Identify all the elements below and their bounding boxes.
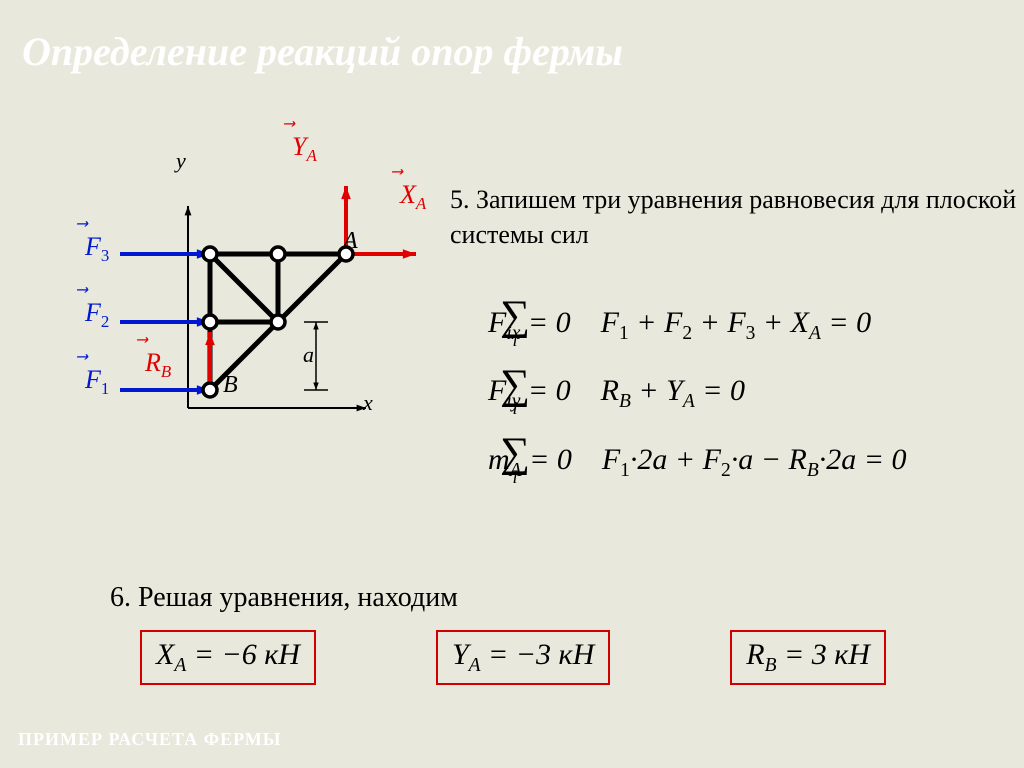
eq-fy: ∑i Fiy = 0 RB + YA = 0	[430, 369, 907, 420]
dim-a-label: a	[303, 342, 314, 368]
rb-label: ⃗RB	[145, 348, 171, 382]
truss-diagram: y x A B a ⃗F1 ⃗F2 ⃗F3 ⃗RB ⃗YA ⃗XA	[40, 120, 440, 420]
f2-label: ⃗F2	[85, 298, 109, 332]
xa-label: ⃗XA	[400, 180, 426, 214]
equilibrium-equations: ∑i Fix = 0 F1 + F2 + F3 + XA = 0 ∑i Fiy …	[430, 300, 907, 506]
y-axis-label: y	[176, 148, 186, 174]
results-row: XA = −6 кН YA = −3 кН RB = 3 кН	[140, 630, 886, 685]
eq-ma: ∑i mA = 0 F1·2a + F2·a − RB·2a = 0	[430, 437, 907, 488]
result-rb: RB = 3 кН	[730, 630, 886, 685]
step-6-text: 6. Решая уравнения, находим	[110, 582, 458, 614]
result-ya: YA = −3 кН	[436, 630, 610, 685]
x-axis-label: x	[363, 390, 373, 416]
footer-text: ПРИМЕР РАСЧЕТА ФЕРМЫ	[18, 729, 281, 750]
f3-label: ⃗F3	[85, 232, 109, 266]
result-xa: XA = −6 кН	[140, 630, 316, 685]
label-B: B	[223, 372, 238, 399]
ya-label: ⃗YA	[292, 132, 317, 166]
f1-label: ⃗F1	[85, 365, 109, 399]
label-A: A	[343, 228, 358, 255]
eq-fx: ∑i Fix = 0 F1 + F2 + F3 + XA = 0	[430, 300, 907, 351]
page-title: Определение реакций опор фермы	[22, 28, 623, 75]
step-5-text: 5. Запишем три уравнения равновесия для …	[450, 182, 1024, 252]
